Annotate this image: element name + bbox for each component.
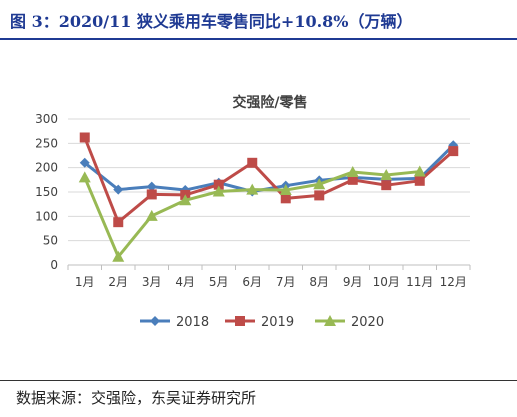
figure-footer: 数据来源：交强险，东吴证券研究所	[0, 380, 517, 417]
y-axis: 0 50 100 150 200 250 300	[35, 112, 58, 272]
x-tick-label: 7月	[276, 275, 296, 289]
data-point-2018	[146, 181, 157, 192]
data-point-2019	[414, 175, 425, 186]
legend-label: 2019	[261, 315, 294, 330]
x-tick-label: 6月	[242, 275, 262, 289]
series-group	[78, 132, 459, 262]
data-point-2019	[280, 193, 291, 204]
legend-marker	[150, 316, 160, 326]
data-source: 数据来源：交强险，东吴证券研究所	[16, 389, 257, 407]
legend-item-2018: 2018	[140, 315, 209, 330]
data-point-2020	[212, 185, 225, 197]
legend-label: 2020	[351, 315, 384, 330]
legend-label: 2018	[176, 315, 209, 330]
series-2019	[79, 132, 459, 228]
y-tick-label: 50	[43, 234, 58, 248]
chart-container: 交强险/零售 0 50 100 150 200 250 300 1月 2月 3月 4月 5月 6月 7月…	[0, 40, 517, 380]
legend-item-2020: 2020	[315, 315, 384, 330]
data-point-2020	[313, 178, 326, 190]
retail-line-chart: 交强险/零售 0 50 100 150 200 250 300 1月 2月 3月 4月 5月 6月 7月…	[35, 94, 471, 330]
y-tick-label: 250	[35, 136, 58, 150]
data-point-2020	[145, 209, 158, 221]
x-tick-label: 10月	[373, 275, 400, 289]
figure-header: 图 3：2020/11 狭义乘用车零售同比+10.8%（万辆）	[0, 0, 517, 40]
y-tick-label: 100	[35, 209, 58, 223]
y-tick-label: 300	[35, 112, 58, 126]
legend-marker	[235, 316, 245, 326]
x-tick-label: 8月	[309, 275, 329, 289]
x-tick-label: 11月	[406, 275, 433, 289]
y-tick-label: 200	[35, 161, 58, 175]
data-point-2020	[346, 166, 359, 178]
x-tick-label: 4月	[175, 275, 195, 289]
data-point-2019	[381, 180, 392, 191]
data-point-2019	[146, 189, 157, 200]
data-point-2020	[179, 194, 192, 206]
grid-lines	[68, 118, 470, 242]
series-2018	[79, 140, 459, 197]
series-line-2019	[83, 136, 455, 224]
chart-title: 交强险/零售	[232, 94, 307, 111]
data-point-2020	[78, 171, 91, 183]
data-point-2020	[413, 165, 426, 177]
data-point-2019	[314, 190, 325, 201]
data-point-2019	[113, 217, 124, 228]
legend-marker	[324, 315, 336, 326]
data-point-2020	[246, 183, 259, 195]
x-tick-label: 9月	[343, 275, 363, 289]
data-point-2020	[112, 250, 125, 262]
data-point-2019	[448, 146, 459, 157]
x-tick-label: 5月	[209, 275, 229, 289]
data-point-2020	[279, 184, 292, 196]
data-point-2019	[213, 179, 224, 190]
x-tick-label: 2月	[108, 275, 128, 289]
data-point-2019	[247, 157, 258, 168]
x-tick-label: 1月	[75, 275, 95, 289]
y-tick-label: 150	[35, 185, 58, 199]
data-point-2018	[79, 157, 90, 168]
legend: 2018 2019 2020	[140, 315, 384, 330]
x-tick-label: 12月	[440, 275, 467, 289]
data-point-2020	[380, 168, 393, 180]
x-axis: 1月 2月 3月 4月 5月 6月 7月 8月 9月 10月 11月 12月	[67, 264, 471, 289]
data-point-2019	[79, 132, 90, 143]
legend-item-2019: 2019	[225, 315, 294, 330]
x-tick-label: 3月	[142, 275, 162, 289]
y-tick-label: 0	[50, 258, 58, 272]
figure-title: 图 3：2020/11 狭义乘用车零售同比+10.8%（万辆）	[10, 12, 413, 31]
series-2020	[78, 165, 426, 262]
data-point-2019	[347, 174, 358, 185]
data-point-2018	[113, 184, 124, 195]
